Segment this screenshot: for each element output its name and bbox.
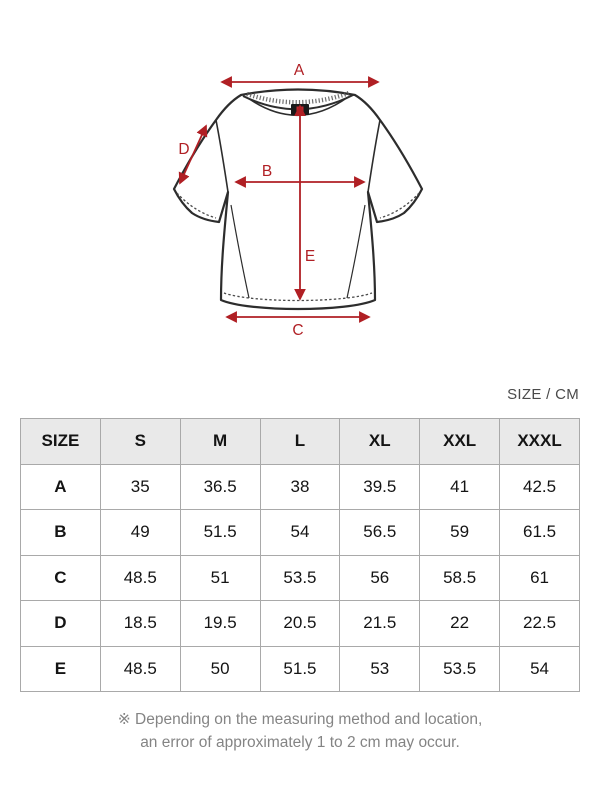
header-cell-xxxl: XXXL bbox=[499, 418, 580, 465]
table-cell: 54 bbox=[259, 509, 341, 556]
table-cell: 21.5 bbox=[339, 600, 421, 647]
table-cell: 51.5 bbox=[179, 509, 261, 556]
table-cell: 53.5 bbox=[259, 554, 341, 601]
table-cell: 53 bbox=[339, 645, 421, 692]
row-label-cell: A bbox=[20, 463, 101, 510]
table-cell: 54 bbox=[499, 645, 580, 692]
table-cell: 48.5 bbox=[99, 554, 181, 601]
table-cell: 61 bbox=[499, 554, 580, 601]
table-row-a: A 35 36.5 38 39.5 41 42.5 bbox=[20, 463, 580, 510]
side-fold-left bbox=[230, 204, 250, 299]
unit-label: SIZE / CM bbox=[507, 386, 579, 403]
table-row-c: C 48.5 51 53.5 56 58.5 61 bbox=[20, 554, 580, 601]
size-table-header: SIZE S M L XL XXL XXXL bbox=[20, 418, 580, 465]
table-cell: 38 bbox=[259, 463, 341, 510]
measure-label-b: B bbox=[262, 163, 272, 180]
cuff-stitching-left bbox=[176, 192, 217, 219]
table-cell: 20.5 bbox=[259, 600, 341, 647]
table-cell: 51 bbox=[179, 554, 261, 601]
table-cell: 61.5 bbox=[499, 509, 580, 556]
row-label-cell: D bbox=[20, 600, 101, 647]
armhole-seam-right bbox=[367, 119, 381, 193]
disclaimer-line-1: ※ Depending on the measuring method and … bbox=[117, 711, 483, 728]
row-label-cell: C bbox=[20, 554, 101, 601]
table-row-d: D 18.5 19.5 20.5 21.5 22 22.5 bbox=[20, 600, 580, 647]
header-cell-xl: XL bbox=[339, 418, 421, 465]
table-cell: 58.5 bbox=[419, 554, 501, 601]
row-label-cell: E bbox=[20, 645, 101, 692]
header-cell-xxl: XXL bbox=[419, 418, 501, 465]
table-cell: 19.5 bbox=[179, 600, 261, 647]
table-cell: 59 bbox=[419, 509, 501, 556]
table-cell: 18.5 bbox=[99, 600, 181, 647]
table-cell: 42.5 bbox=[499, 463, 580, 510]
table-cell: 53.5 bbox=[419, 645, 501, 692]
measure-label-c: C bbox=[292, 322, 303, 339]
header-cell-s: S bbox=[99, 418, 181, 465]
table-cell: 22.5 bbox=[499, 600, 580, 647]
table-cell: 22 bbox=[419, 600, 501, 647]
measure-label-d: D bbox=[178, 141, 189, 158]
measure-arrow-d bbox=[178, 124, 208, 185]
cuff-stitching-right bbox=[379, 192, 420, 219]
table-cell: 56 bbox=[339, 554, 421, 601]
measure-label-a: A bbox=[294, 62, 305, 79]
armhole-seam-left bbox=[215, 119, 229, 193]
table-cell: 48.5 bbox=[99, 645, 181, 692]
size-table: SIZE S M L XL XXL XXXL A 35 36.5 38 39.5… bbox=[20, 418, 580, 692]
table-cell: 36.5 bbox=[179, 463, 261, 510]
table-row-b: B 49 51.5 54 56.5 59 61.5 bbox=[20, 509, 580, 556]
disclaimer-line-2: an error of approximately 1 to 2 cm may … bbox=[140, 734, 460, 751]
table-cell: 39.5 bbox=[339, 463, 421, 510]
tshirt-outline bbox=[172, 88, 424, 311]
table-cell: 35 bbox=[99, 463, 181, 510]
table-cell: 51.5 bbox=[259, 645, 341, 692]
measure-label-e: E bbox=[305, 248, 315, 265]
table-cell: 41 bbox=[419, 463, 501, 510]
measurement-disclaimer: ※ Depending on the measuring method and … bbox=[0, 708, 600, 754]
collar-stitching bbox=[246, 90, 350, 105]
table-row-e: E 48.5 50 51.5 53 53.5 54 bbox=[20, 645, 580, 692]
header-cell-size: SIZE bbox=[20, 418, 101, 465]
table-cell: 56.5 bbox=[339, 509, 421, 556]
tshirt-measurement-diagram: A B C D E bbox=[172, 62, 424, 339]
table-cell: 50 bbox=[179, 645, 261, 692]
table-cell: 49 bbox=[99, 509, 181, 556]
header-cell-l: L bbox=[259, 418, 341, 465]
header-cell-m: M bbox=[179, 418, 261, 465]
side-fold-right bbox=[346, 204, 366, 299]
header-row: SIZE S M L XL XXL XXXL bbox=[20, 418, 580, 465]
size-table-body: A 35 36.5 38 39.5 41 42.5 B 49 51.5 54 5… bbox=[20, 463, 580, 692]
row-label-cell: B bbox=[20, 509, 101, 556]
